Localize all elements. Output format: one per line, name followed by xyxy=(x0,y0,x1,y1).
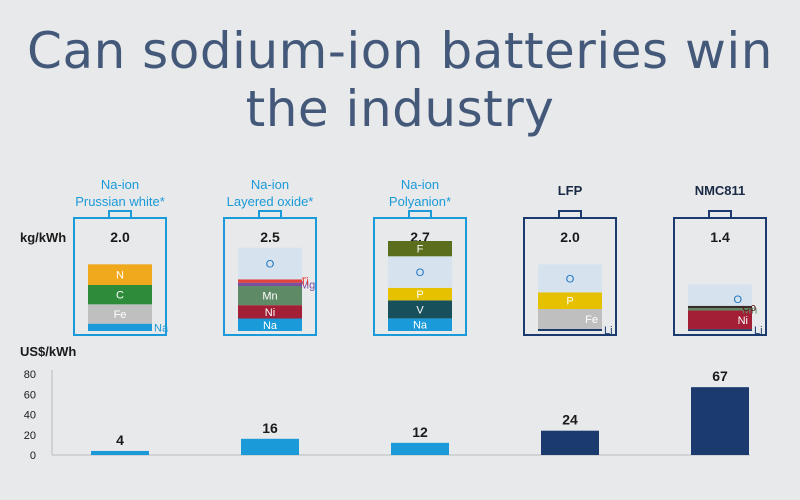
battery-terminal-4 xyxy=(558,210,582,219)
composition-segment-5-o xyxy=(688,284,752,306)
kg-per-kwh-value-2: 2.5 xyxy=(260,229,280,245)
composition-segment-4-fe xyxy=(538,309,602,329)
category-label-3-line-1: Na-ion xyxy=(401,177,439,192)
kg-per-kwh-value-5: 1.4 xyxy=(710,229,730,245)
y-tick-label-80: 80 xyxy=(24,369,36,381)
category-label-1-line-2: Prussian white* xyxy=(75,194,165,209)
composition-label-3-na: Na xyxy=(413,320,428,332)
composition-label-5-li: Li xyxy=(754,325,763,337)
battery-terminal-3 xyxy=(408,210,432,219)
cost-data-label-2: 16 xyxy=(262,420,278,436)
composition-label-1-c: C xyxy=(116,290,124,302)
battery-outline-2 xyxy=(223,217,317,336)
composition-segment-3-f xyxy=(388,241,452,257)
cost-data-label-4: 24 xyxy=(562,412,578,428)
battery-terminal-1 xyxy=(108,210,132,219)
battery-outline-1 xyxy=(73,217,167,336)
composition-label-1-n: N xyxy=(116,270,124,282)
composition-segment-1-n xyxy=(88,264,152,285)
composition-segment-2-o xyxy=(238,247,302,280)
composition-segment-5-co xyxy=(688,305,752,309)
composition-segment-1-c xyxy=(88,285,152,305)
cost-bar-3 xyxy=(391,442,449,455)
composition-segment-5-li xyxy=(688,329,752,331)
composition-segment-4-p xyxy=(538,292,602,309)
cost-bar-4 xyxy=(541,430,599,455)
composition-segment-1-fe xyxy=(88,304,152,324)
composition-label-3-f: F xyxy=(417,244,424,256)
cost-bar-5 xyxy=(691,387,749,455)
composition-segment-2-mn xyxy=(238,286,302,306)
cost-bar-2 xyxy=(241,438,299,455)
kg-per-kwh-value-4: 2.0 xyxy=(560,229,580,245)
composition-label-3-p: P xyxy=(416,289,423,301)
composition-label-5-o: O xyxy=(733,294,742,306)
composition-label-4-p: P xyxy=(566,296,573,308)
category-label-3-line-2: Polyanion* xyxy=(389,194,451,209)
cost-data-label-1: 4 xyxy=(116,432,124,448)
battery-outline-3 xyxy=(373,217,467,336)
y-tick-label-20: 20 xyxy=(24,430,36,442)
battery-outline-4 xyxy=(523,217,617,336)
composition-segment-4-li xyxy=(538,329,602,331)
composition-label-4-li: Li xyxy=(604,325,613,337)
composition-segment-2-mg xyxy=(238,282,302,286)
composition-label-2-mn: Mn xyxy=(262,291,277,303)
y-tick-label-40: 40 xyxy=(24,410,36,422)
composition-label-2-mg: Mg xyxy=(300,279,315,291)
y-tick-label-0: 0 xyxy=(30,450,36,462)
composition-label-4-o: O xyxy=(566,273,575,285)
battery-terminal-5 xyxy=(708,210,732,219)
composition-label-4-fe: Fe xyxy=(585,314,598,326)
cost-data-label-5: 67 xyxy=(712,368,728,384)
composition-segment-3-na xyxy=(388,318,452,331)
composition-label-3-o: O xyxy=(416,267,425,279)
battery-terminal-2 xyxy=(258,210,282,219)
composition-label-2-o: O xyxy=(266,259,275,271)
composition-segment-1-na xyxy=(88,323,152,331)
composition-label-1-na: Na xyxy=(154,322,169,334)
composition-label-5-ni: Ni xyxy=(738,315,748,327)
y-tick-label-60: 60 xyxy=(24,389,36,401)
cost-data-label-3: 12 xyxy=(412,424,428,440)
composition-label-2-ti: Ti xyxy=(300,276,309,288)
composition-segment-3-v xyxy=(388,300,452,319)
chart-title: Can sodium-ion batteries win the industr… xyxy=(0,22,800,138)
composition-label-2-ni: Ni xyxy=(265,307,275,319)
category-label-2-line-2: Layered oxide* xyxy=(227,194,314,209)
composition-segment-4-o xyxy=(538,264,602,293)
battery-outline-5 xyxy=(673,217,767,336)
composition-segment-2-na xyxy=(238,318,302,331)
kg-per-kwh-value-1: 2.0 xyxy=(110,229,130,245)
composition-label-2-na: Na xyxy=(263,320,278,332)
chart-title-line-2: the industry xyxy=(245,80,555,138)
chart-title-line-1: Can sodium-ion batteries win xyxy=(27,22,773,80)
composition-axis-label: kg/kWh xyxy=(20,230,66,245)
composition-segment-2-ti xyxy=(238,279,302,283)
composition-segment-5-ni xyxy=(688,310,752,330)
category-label-2-line-1: Na-ion xyxy=(251,177,289,192)
category-label-5-line-1: NMC811 xyxy=(695,183,746,198)
composition-segment-2-ni xyxy=(238,305,302,319)
composition-label-1-fe: Fe xyxy=(114,309,127,321)
cost-bar-1 xyxy=(91,450,149,455)
composition-segment-5-mn xyxy=(688,308,752,311)
category-label-4-line-1: LFP xyxy=(558,183,583,198)
category-label-1-line-1: Na-ion xyxy=(101,177,139,192)
composition-label-3-v: V xyxy=(416,304,424,316)
composition-segment-3-p xyxy=(388,287,452,301)
y-axis-label: US$/kWh xyxy=(20,344,76,359)
composition-segment-3-o xyxy=(388,256,452,288)
